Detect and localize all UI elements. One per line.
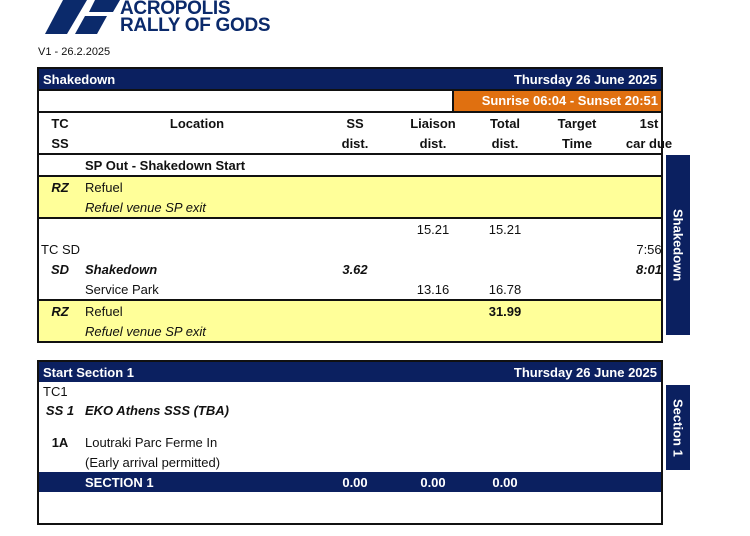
rally-logo-icon [45, 0, 120, 34]
ss1-location: EKO Athens SSS (TBA) [85, 402, 229, 418]
footer-ss: 0.00 [342, 474, 368, 490]
sun-row: Sunrise 06:04 - Sunset 20:51 [39, 89, 661, 111]
shakedown-side-tab: Shakedown [666, 155, 690, 335]
shakedown-header: Shakedown Thursday 26 June 2025 [39, 69, 661, 89]
refuel-row-2: RZ Refuel 31.99 Refuel venue SP exit [39, 299, 661, 341]
section-title: Start Section 1 [43, 364, 135, 380]
hdr-first-car: 1st [639, 115, 659, 131]
total-dist: 15.21 [488, 221, 522, 237]
section1-side-tab: Section 1 [666, 385, 690, 470]
refuel-row-1: RZ Refuel Refuel venue SP exit [39, 175, 661, 217]
sd-code: SD [50, 261, 70, 277]
1a-code: 1A [51, 434, 69, 450]
hdr-total: Total [489, 115, 521, 131]
hdr-liaison: Liaison [410, 115, 456, 131]
hdr-target: Target [557, 115, 597, 131]
tc-sd-due: 7:56 [636, 241, 662, 257]
section1-table: Start Section 1 Thursday 26 June 2025 TC… [37, 360, 663, 525]
section-title: Shakedown [43, 71, 116, 87]
service-park-location: Service Park [85, 281, 159, 297]
sp-total: 16.78 [488, 281, 522, 297]
footer-total: 0.00 [492, 474, 518, 490]
rz-note: Refuel venue SP exit [85, 199, 206, 215]
hdr-ss-dist: dist. [341, 135, 369, 151]
rz-code: RZ [51, 303, 69, 319]
shakedown-body: 15.21 15.21 TC SD 7:56 SD Shakedown 3.62 8:01… [39, 217, 662, 299]
hdr-car-due: car due [625, 135, 673, 151]
section-date: Thursday 26 June 2025 [513, 71, 657, 87]
section1-footer: SECTION 1 0.00 0.00 0.00 [39, 472, 661, 492]
sd-due: 8:01 [635, 261, 663, 277]
1a-location: Loutraki Parc Ferme In [85, 434, 218, 450]
tc1-code: TC1 [43, 383, 68, 399]
sd-location: Shakedown [85, 261, 158, 277]
version-label: V1 - 26.2.2025 [38, 46, 111, 58]
sp-out-label: SP Out - Shakedown Start [85, 157, 246, 173]
hdr-ss-sub: SS [51, 135, 69, 151]
column-headers: TC Location SS Liaison Total Target 1st SS dist… [39, 111, 672, 153]
hdr-total-dist: dist. [491, 135, 519, 151]
sp-out-row: SP Out - Shakedown Start [39, 153, 661, 175]
footer-label: SECTION 1 [85, 474, 154, 490]
rz-note: Refuel venue SP exit [85, 323, 206, 339]
1a-note: (Early arrival permitted) [85, 454, 221, 470]
hdr-ss: SS [346, 115, 364, 131]
tc-sd-code: TC SD [41, 241, 80, 257]
logo-line2: RALLY OF GODS [120, 15, 271, 36]
shakedown-table: Shakedown Thursday 26 June 2025 Sunrise … [37, 67, 672, 343]
hdr-location: Location [169, 115, 225, 131]
footer-liaison: 0.00 [420, 474, 446, 490]
rz-code: RZ [51, 179, 69, 195]
ss1-code: SS 1 [45, 402, 75, 418]
liaison-dist: 15.21 [416, 221, 450, 237]
sp-liaison: 13.16 [416, 281, 450, 297]
hdr-tc: TC [51, 115, 69, 131]
hdr-target-time: Time [561, 135, 593, 151]
logo-line1: ACROPOLIS [120, 0, 231, 19]
section-date: Thursday 26 June 2025 [513, 364, 657, 380]
sd-ss-dist: 3.62 [342, 261, 368, 277]
rz-location: Refuel [85, 179, 123, 195]
section1-header: Start Section 1 Thursday 26 June 2025 [39, 362, 661, 382]
rz-location: Refuel [85, 303, 123, 319]
rz-total: 31.99 [488, 303, 522, 319]
hdr-liaison-dist: dist. [419, 135, 447, 151]
sun-times: Sunrise 06:04 - Sunset 20:51 [452, 91, 661, 111]
